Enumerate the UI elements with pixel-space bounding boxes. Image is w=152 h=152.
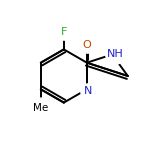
Text: NH: NH xyxy=(107,50,123,59)
Text: O: O xyxy=(83,40,92,50)
Text: N: N xyxy=(83,86,92,96)
Text: Me: Me xyxy=(33,104,48,113)
Text: F: F xyxy=(61,27,67,37)
